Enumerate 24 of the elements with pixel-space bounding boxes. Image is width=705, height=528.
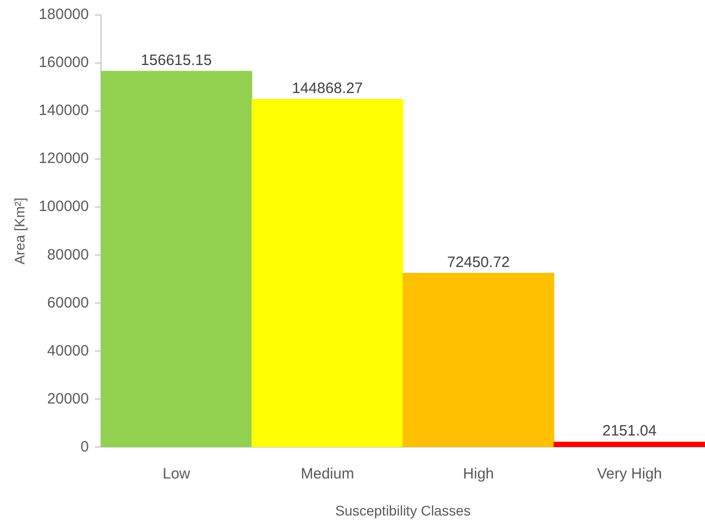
bar: [100, 70, 252, 448]
y-tick-label: 20000: [47, 390, 89, 408]
y-tick-label: 40000: [47, 342, 89, 360]
y-tick-label: 140000: [38, 102, 89, 120]
data-label: 156615.15: [140, 52, 212, 69]
x-tick-label: Medium: [300, 465, 354, 482]
bar: [402, 272, 554, 448]
x-tick-label: High: [463, 465, 494, 482]
bar: [554, 442, 705, 448]
x-tick-label: Very High: [596, 465, 662, 482]
y-tick-label: 60000: [47, 294, 89, 312]
x-tick-label: Low: [162, 465, 190, 482]
y-axis-title: Area [Km²]: [11, 198, 28, 265]
data-label: 2151.04: [602, 422, 657, 440]
y-tick-label: 0: [80, 438, 89, 456]
x-axis-title: Susceptibility Classes: [335, 502, 471, 518]
bar: [252, 99, 404, 448]
y-tick-label: 120000: [38, 150, 89, 168]
data-label: 144868.27: [292, 80, 363, 97]
y-tick-label: 160000: [38, 54, 89, 72]
data-label: 72450.72: [447, 254, 510, 271]
y-tick-label: 80000: [47, 246, 89, 264]
y-tick-label: 180000: [38, 6, 89, 24]
y-tick-label: 100000: [38, 198, 89, 216]
